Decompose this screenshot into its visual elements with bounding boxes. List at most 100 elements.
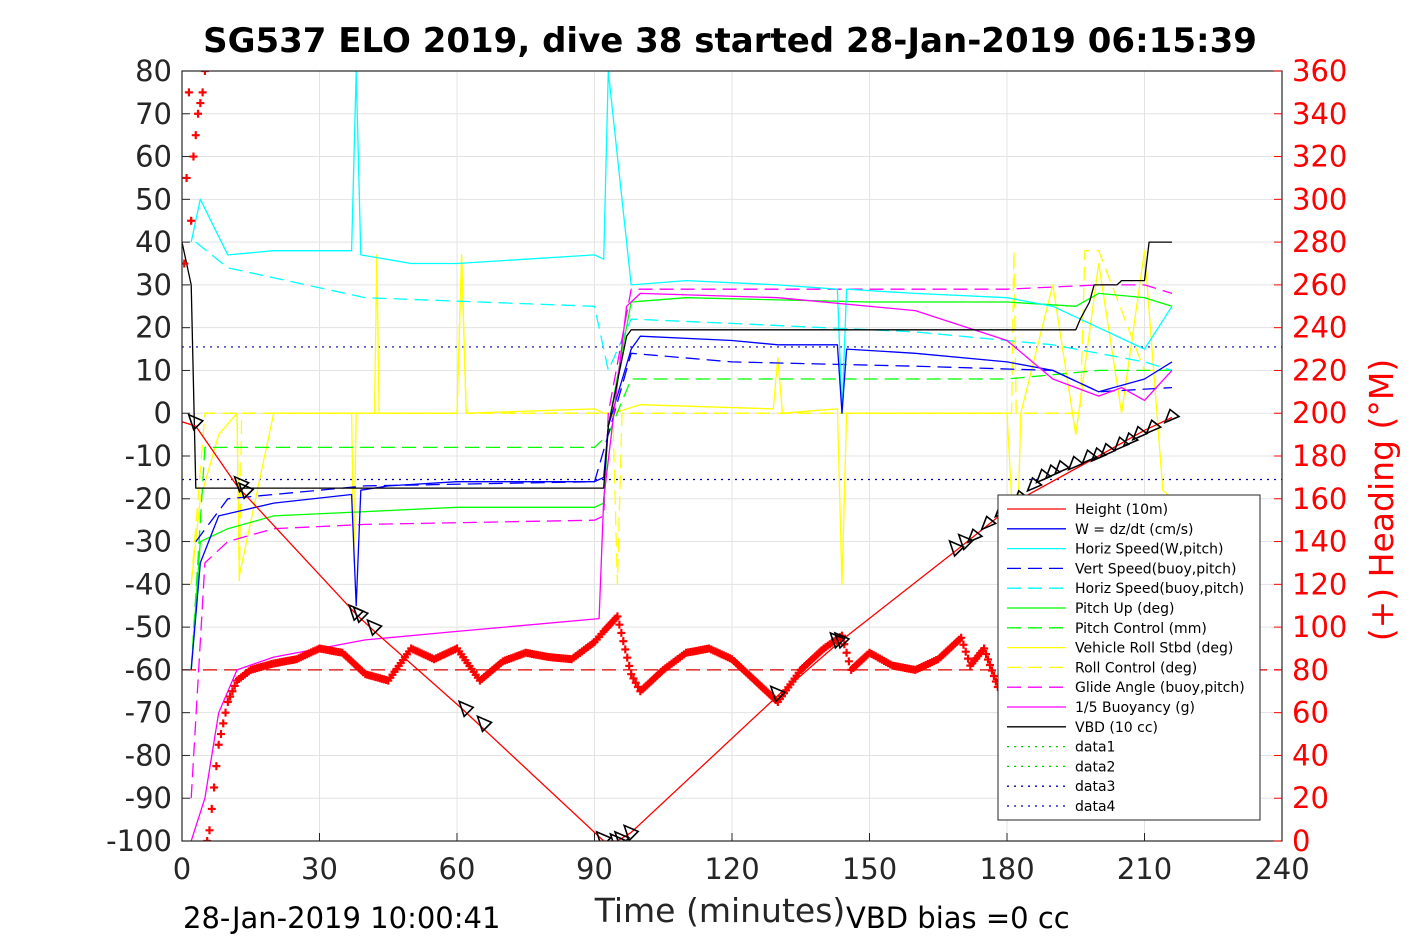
tick-label-x: 120 bbox=[704, 852, 759, 886]
heading-point bbox=[631, 678, 640, 687]
legend-label-horiz_w: Horiz Speed(W,pitch) bbox=[1075, 542, 1223, 558]
triangle-marker bbox=[476, 714, 493, 733]
tick-label-right: 320 bbox=[1292, 140, 1347, 174]
legend-label-data2: data2 bbox=[1075, 759, 1115, 775]
heading-point bbox=[230, 681, 239, 690]
tick-label-right: 20 bbox=[1292, 781, 1329, 815]
right-axis-label: (+) Heading (°M) bbox=[1362, 359, 1401, 641]
legend-label-pitch_up: Pitch Up (deg) bbox=[1075, 601, 1174, 617]
tick-label-right: 0 bbox=[1292, 824, 1310, 858]
heading-point bbox=[623, 653, 632, 662]
legend-label-pitch_ctrl: Pitch Control (mm) bbox=[1075, 621, 1207, 637]
tick-label-right: 180 bbox=[1292, 439, 1347, 473]
heading-point bbox=[613, 612, 622, 621]
heading-point bbox=[984, 655, 993, 664]
heading-point bbox=[982, 650, 991, 658]
heading-point bbox=[964, 654, 973, 663]
heading-point bbox=[989, 672, 998, 680]
tick-label-right: 280 bbox=[1292, 225, 1347, 259]
heading-point bbox=[191, 131, 200, 140]
triangle-marker bbox=[833, 631, 851, 650]
heading-point bbox=[625, 661, 634, 670]
heading-point bbox=[207, 804, 216, 813]
tick-label-x: 60 bbox=[439, 852, 476, 886]
legend-label-horiz_buoy: Horiz Speed(buoy,pitch) bbox=[1075, 581, 1244, 597]
heading-point bbox=[957, 633, 966, 642]
triangle-marker bbox=[1099, 442, 1117, 459]
tick-label-left: 0 bbox=[154, 396, 172, 430]
series-layer bbox=[182, 71, 1173, 841]
tick-label-left: 50 bbox=[135, 182, 172, 216]
tick-label-left: 70 bbox=[135, 97, 172, 131]
legend-label-data3: data3 bbox=[1075, 779, 1115, 795]
tick-label-right: 160 bbox=[1292, 482, 1347, 516]
series-line-vbd bbox=[182, 241, 1172, 489]
triangle-marker bbox=[187, 413, 205, 432]
tick-label-left: -20 bbox=[125, 482, 172, 516]
heading-point bbox=[621, 645, 630, 654]
legend-label-data1: data1 bbox=[1075, 740, 1115, 756]
legend-label-roll_ctrl: Roll Control (deg) bbox=[1075, 660, 1197, 676]
heading-point bbox=[617, 628, 626, 637]
triangle-marker bbox=[1113, 436, 1131, 452]
series-line-roll_ctrl bbox=[190, 250, 1172, 585]
tick-label-x: 150 bbox=[842, 852, 897, 886]
tick-label-x: 0 bbox=[173, 852, 191, 886]
tick-label-x: 180 bbox=[979, 852, 1034, 886]
legend-label-vert_buoy: Vert Speed(buoy,pitch) bbox=[1075, 561, 1237, 577]
tick-label-right: 200 bbox=[1292, 396, 1347, 430]
heading-point bbox=[187, 216, 196, 225]
series-line-roll bbox=[190, 250, 1173, 585]
triangle-marker bbox=[769, 684, 787, 703]
heading-point bbox=[987, 666, 996, 675]
legend-label-glide: Glide Angle (buoy,pitch) bbox=[1075, 680, 1245, 696]
triangle-marker bbox=[980, 515, 998, 531]
x-axis-label: Time (minutes) bbox=[594, 891, 846, 930]
heading-point bbox=[196, 99, 205, 108]
tick-label-right: 340 bbox=[1292, 97, 1347, 131]
heading-point bbox=[210, 783, 219, 792]
tick-label-x: 240 bbox=[1254, 852, 1309, 886]
legend-label-buoyancy: 1/5 Buoyancy (g) bbox=[1075, 700, 1195, 716]
tick-label-right: 240 bbox=[1292, 311, 1347, 345]
series-line-pitch_ctrl bbox=[190, 369, 1172, 670]
tick-label-left: -100 bbox=[106, 824, 172, 858]
heading-point bbox=[219, 719, 228, 728]
heading-point bbox=[223, 697, 232, 706]
triangle-marker bbox=[1044, 463, 1062, 480]
triangle-marker bbox=[829, 631, 846, 650]
chart-title: SG537 ELO 2019, dive 38 started 28-Jan-2… bbox=[203, 21, 1257, 61]
triangle-markers bbox=[187, 408, 1181, 841]
tick-label-left: -50 bbox=[125, 610, 172, 644]
tick-label-right: 40 bbox=[1292, 738, 1329, 772]
tick-label-left: 80 bbox=[135, 54, 172, 88]
triangle-marker bbox=[1067, 455, 1085, 472]
heading-point bbox=[216, 730, 225, 739]
triangle-marker bbox=[352, 605, 370, 624]
x-axis-ticks: 0 30 60 90 120 150 180 210 240 bbox=[173, 833, 1310, 886]
tick-label-right: 100 bbox=[1292, 610, 1347, 644]
tick-label-left: 20 bbox=[135, 311, 172, 345]
legend-label-data4: data4 bbox=[1075, 799, 1116, 815]
tick-label-right: 120 bbox=[1292, 567, 1347, 601]
triangle-marker bbox=[622, 824, 640, 841]
heading-point bbox=[194, 109, 203, 118]
triangle-marker bbox=[1053, 459, 1071, 476]
heading-point bbox=[228, 687, 237, 696]
triangle-marker bbox=[457, 699, 475, 718]
tick-label-left: -90 bbox=[125, 781, 172, 815]
heading-point bbox=[200, 71, 209, 75]
triangle-marker bbox=[1145, 418, 1163, 435]
heading-point bbox=[205, 826, 214, 835]
heading-point bbox=[980, 644, 989, 653]
triangle-marker bbox=[1131, 425, 1149, 442]
heading-point bbox=[985, 661, 994, 669]
triangle-marker bbox=[233, 475, 250, 494]
tick-label-right: 80 bbox=[1292, 653, 1329, 687]
tick-label-x: 90 bbox=[576, 852, 613, 886]
tick-label-left: -30 bbox=[125, 525, 172, 559]
tick-label-right: 60 bbox=[1292, 696, 1329, 730]
series-line-buoyancy bbox=[190, 292, 1173, 841]
footer-vbd-bias: VBD bias =0 cc bbox=[846, 901, 1070, 935]
triangle-marker bbox=[966, 527, 984, 544]
